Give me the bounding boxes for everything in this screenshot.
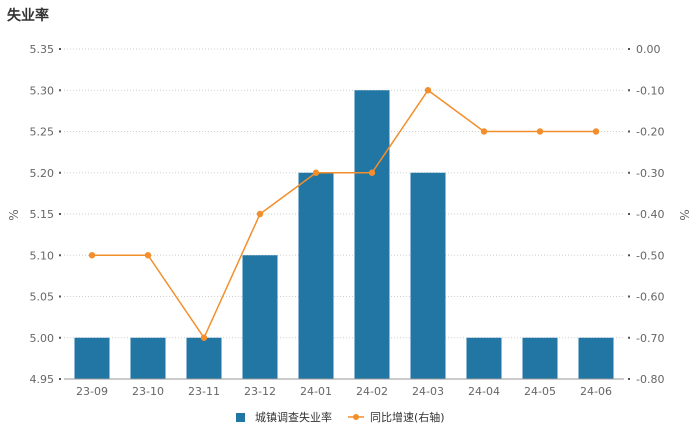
x-tick-label: 24-06 bbox=[580, 385, 612, 398]
y-tick-right-mark bbox=[628, 130, 630, 133]
y-axis-left: 5.35 5.30 5.25 5.20 5.15 5.10 5.05 5.00 4.95 bbox=[30, 43, 61, 386]
y-tick-left-label: 4.95 bbox=[30, 373, 55, 386]
y-tick-left-mark bbox=[59, 89, 61, 92]
y-tick-right-label: 0.00 bbox=[636, 43, 661, 56]
y-tick-right-label: -0.70 bbox=[636, 332, 664, 345]
y-tick-right-mark bbox=[628, 48, 630, 50]
chart-title: 失业率 bbox=[7, 8, 49, 24]
y-tick-right-mark bbox=[628, 336, 630, 339]
line-point bbox=[480, 128, 488, 135]
x-tick-label: 24-03 bbox=[412, 385, 444, 398]
y-tick-left-mark bbox=[59, 213, 61, 215]
bar-series bbox=[74, 90, 614, 379]
line-series bbox=[88, 87, 600, 341]
x-tick-label: 24-01 bbox=[300, 385, 332, 398]
bar bbox=[298, 172, 334, 379]
line-point bbox=[312, 169, 320, 176]
line-point bbox=[200, 334, 208, 341]
y-tick-left-label: 5.00 bbox=[30, 332, 55, 345]
y-tick-right-mark bbox=[628, 89, 630, 92]
y-tick-right-mark bbox=[628, 171, 630, 174]
legend-bar-swatch bbox=[236, 413, 245, 422]
bar bbox=[410, 172, 446, 379]
bar bbox=[522, 337, 558, 379]
legend-bar-label: 城镇调查失业率 bbox=[255, 410, 332, 424]
y-axis-left-unit: % bbox=[7, 209, 21, 220]
legend-line-label: 同比增速(右轴) bbox=[370, 410, 445, 424]
x-tick-label: 23-09 bbox=[76, 385, 108, 398]
y-tick-right-mark bbox=[628, 378, 630, 380]
x-tick-label: 23-10 bbox=[132, 385, 164, 398]
y-tick-left-mark bbox=[59, 295, 61, 298]
line-point bbox=[256, 210, 264, 218]
y-tick-left-label: 5.25 bbox=[30, 126, 55, 139]
line-point bbox=[536, 128, 544, 135]
line-point bbox=[368, 169, 376, 176]
bar bbox=[466, 337, 502, 379]
y-tick-right-label: -0.50 bbox=[636, 249, 664, 262]
y-tick-left-mark bbox=[59, 336, 61, 339]
y-tick-left-label: 5.15 bbox=[30, 208, 55, 221]
bar bbox=[186, 337, 222, 379]
bar bbox=[578, 337, 614, 379]
line-path bbox=[92, 89, 596, 340]
x-tick-label: 23-11 bbox=[188, 385, 220, 398]
y-tick-right-mark bbox=[628, 295, 630, 298]
bar bbox=[130, 337, 166, 379]
x-tick-label: 24-04 bbox=[468, 385, 500, 398]
x-axis: 23-09 23-10 23-11 23-12 24-01 24-02 24-03 24-04… bbox=[64, 378, 624, 398]
gridlines bbox=[64, 48, 624, 380]
y-tick-left-mark bbox=[59, 254, 61, 257]
y-tick-left-mark bbox=[59, 48, 61, 50]
y-tick-left-mark bbox=[59, 130, 61, 133]
y-tick-left-mark bbox=[59, 378, 61, 380]
line-point bbox=[144, 252, 152, 259]
legend-line-marker bbox=[353, 414, 359, 420]
legend: 城镇调查失业率 同比增速(右轴) bbox=[236, 410, 445, 424]
x-tick-label: 23-12 bbox=[244, 385, 276, 398]
bar bbox=[74, 337, 110, 379]
y-tick-left-label: 5.30 bbox=[30, 84, 55, 97]
y-tick-left-label: 5.20 bbox=[30, 167, 55, 180]
y-tick-right-label: -0.20 bbox=[636, 126, 664, 139]
line-point bbox=[592, 128, 600, 135]
y-axis-right: 0.00 -0.10 -0.20 -0.30 -0.40 -0.50 -0.60 -0.70 -… bbox=[628, 43, 664, 386]
y-tick-left-label: 5.35 bbox=[30, 43, 55, 56]
line-point bbox=[424, 87, 432, 94]
bar bbox=[354, 90, 390, 379]
y-tick-left-label: 5.10 bbox=[30, 249, 55, 262]
y-tick-right-label: -0.10 bbox=[636, 84, 664, 97]
y-tick-right-label: -0.60 bbox=[636, 291, 664, 304]
y-tick-left-label: 5.05 bbox=[30, 291, 55, 304]
y-tick-right-label: -0.30 bbox=[636, 167, 664, 180]
y-tick-right-mark bbox=[628, 254, 630, 257]
line-point bbox=[88, 252, 96, 259]
y-axis-right-unit: % bbox=[677, 209, 691, 220]
y-tick-right-label: -0.40 bbox=[636, 208, 664, 221]
y-tick-left-mark bbox=[59, 171, 61, 174]
y-tick-right-mark bbox=[628, 213, 630, 215]
y-tick-right-label: -0.80 bbox=[636, 373, 664, 386]
bar bbox=[242, 255, 278, 379]
x-tick-label: 24-02 bbox=[356, 385, 388, 398]
x-tick-label: 24-05 bbox=[524, 385, 556, 398]
